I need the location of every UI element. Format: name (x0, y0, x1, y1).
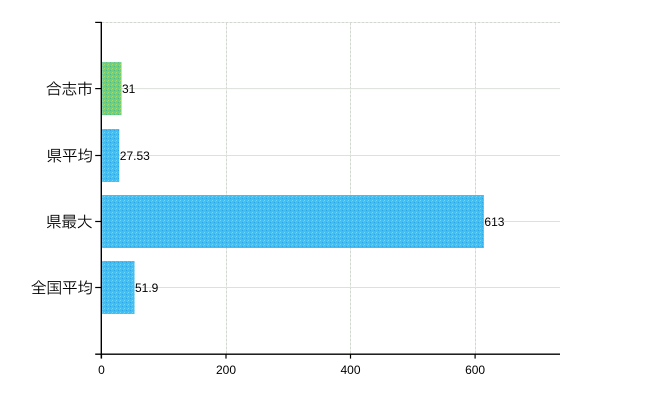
svg-text:27.53: 27.53 (120, 149, 150, 163)
svg-text:51.9: 51.9 (135, 281, 159, 295)
svg-text:613: 613 (484, 215, 504, 229)
svg-text:31: 31 (122, 82, 136, 96)
svg-text:400: 400 (340, 363, 360, 377)
svg-text:600: 600 (465, 363, 485, 377)
svg-text:0: 0 (98, 363, 105, 377)
svg-text:200: 200 (216, 363, 236, 377)
